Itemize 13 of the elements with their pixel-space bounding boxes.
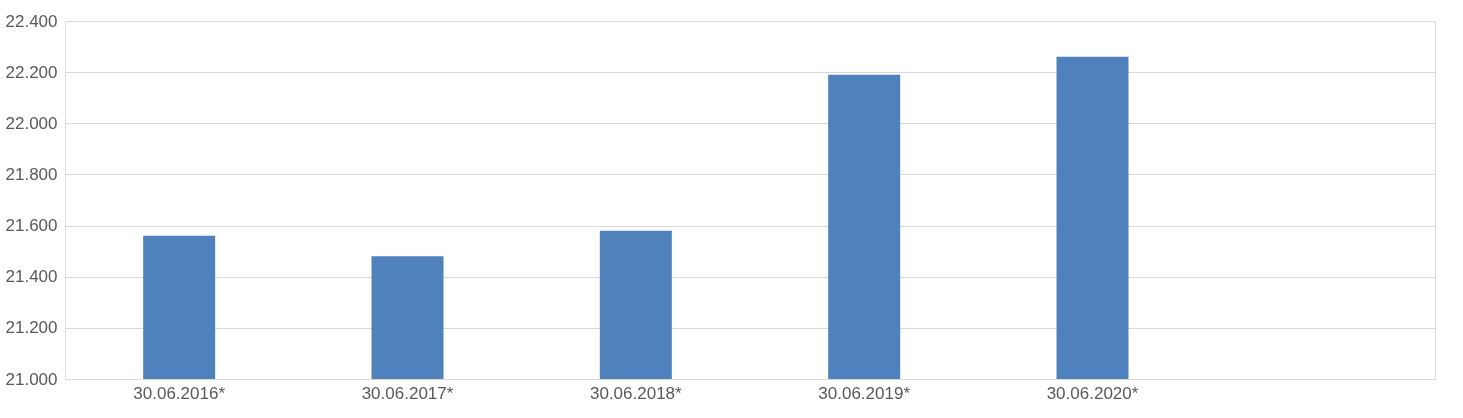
x-tick-label: 30.06.2020* xyxy=(1046,383,1139,403)
y-tick-label: 21.600 xyxy=(5,216,58,236)
x-tick-label: 30.06.2017* xyxy=(361,383,454,403)
x-tick-label: 30.06.2018* xyxy=(589,383,683,403)
y-tick-label: 21.400 xyxy=(5,267,58,287)
y-tick-label: 21.000 xyxy=(5,369,58,389)
y-tick-label: 21.200 xyxy=(5,318,58,338)
y-tick-label: 22.400 xyxy=(5,11,58,31)
y-tick-label: 22.000 xyxy=(5,113,58,133)
y-tick-label: 21.800 xyxy=(5,164,58,184)
x-tick-label: 30.06.2016* xyxy=(133,383,226,403)
y-tick-label: 22.200 xyxy=(5,62,58,82)
x-tick-label: 30.06.2019* xyxy=(818,383,911,403)
